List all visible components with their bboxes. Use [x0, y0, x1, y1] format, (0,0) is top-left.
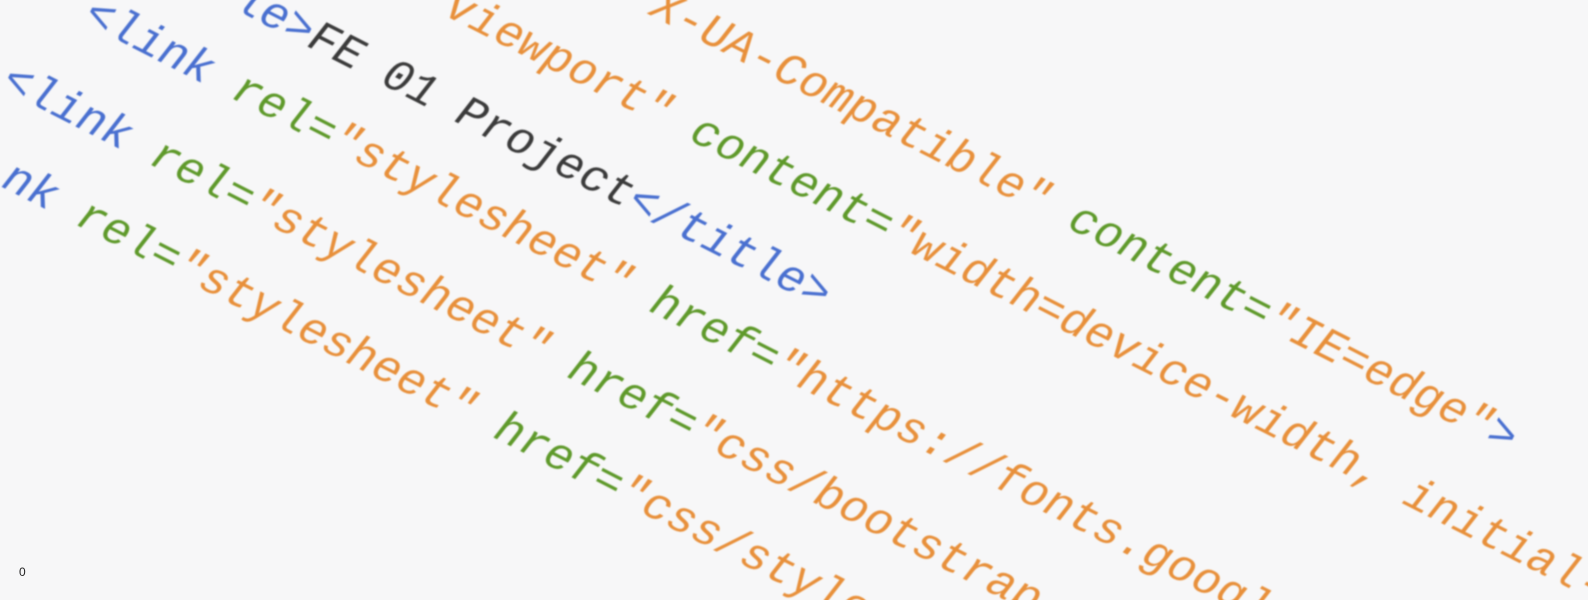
corner-label: 0 — [19, 565, 26, 579]
